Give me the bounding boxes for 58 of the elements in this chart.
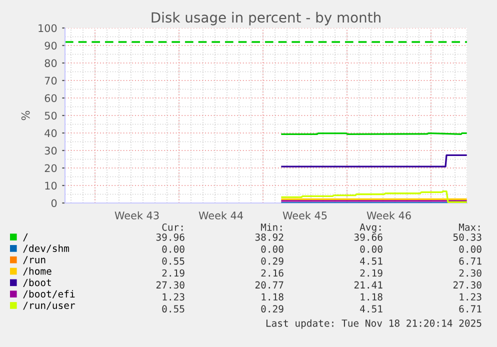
text: 1.18 [262, 293, 284, 301]
y-tick-label: 50 [44, 112, 57, 120]
text: 2.19 [162, 269, 184, 277]
x-tick-label: Week 45 [282, 211, 327, 220]
text: 39.96 [156, 233, 184, 241]
text: 2.30 [459, 269, 482, 277]
legend-label: /home [23, 267, 52, 276]
x-tick-label: Week 46 [366, 211, 411, 220]
y-tick-label: 90 [44, 42, 57, 50]
text: 0.00 [360, 245, 382, 253]
legend-label: /boot [23, 278, 51, 287]
legend-label: /run/user [23, 302, 75, 310]
text: 0.00 [459, 245, 482, 253]
text: 0.00 [162, 245, 184, 253]
y-tick-label: 100 [38, 24, 57, 32]
text: 4.51 [360, 258, 382, 265]
text: 21.41 [354, 281, 382, 288]
text: Min: [260, 223, 282, 231]
text: 27.30 [453, 281, 482, 289]
text: Last update: Tue Nov 18 21:20:14 2025 [266, 319, 482, 329]
text: 2.16 [261, 269, 284, 277]
y-axis-title: % [21, 110, 30, 120]
text: 1.23 [460, 293, 482, 301]
text: Avg: [360, 224, 381, 233]
y-tick-label: 60 [44, 94, 57, 102]
text: 6.71 [459, 305, 482, 313]
text: 4.51 [360, 305, 382, 313]
text: Max: [458, 224, 480, 231]
legend-label: /dev/shm [23, 244, 69, 253]
y-tick-label: 0 [51, 199, 57, 208]
text: 20.77 [255, 281, 284, 289]
text: 1.18 [360, 293, 382, 301]
text: 0.00 [261, 245, 284, 253]
y-tick-label: 80 [44, 59, 57, 68]
chart-title: Disk usage in percent - by month [152, 12, 380, 26]
y-tick-label: 70 [44, 76, 57, 85]
legend-label: / [23, 233, 28, 242]
text: 0.55 [162, 305, 184, 313]
text: 0.29 [261, 257, 284, 265]
x-tick-label: Week 43 [114, 211, 159, 220]
x-tick-label: Week 44 [198, 211, 243, 220]
y-tick-label: 30 [44, 146, 57, 155]
text: 2.19 [360, 269, 382, 277]
text: Cur: [162, 223, 183, 231]
text: 38.92 [255, 233, 284, 241]
text: 6.71 [459, 257, 482, 265]
legend-label: /run [23, 256, 46, 264]
text: 0.55 [162, 257, 184, 265]
legend-label: /boot/efi [23, 290, 75, 298]
y-tick-label: 40 [44, 129, 57, 138]
y-tick-label: 10 [45, 182, 57, 190]
text: 39.66 [354, 233, 382, 241]
y-tick-label: 20 [44, 164, 57, 172]
text: 27.30 [156, 281, 184, 289]
text: 50.33 [453, 233, 482, 241]
text: 1.23 [162, 293, 184, 301]
line-series [281, 190, 467, 203]
text: 0.29 [261, 305, 284, 313]
